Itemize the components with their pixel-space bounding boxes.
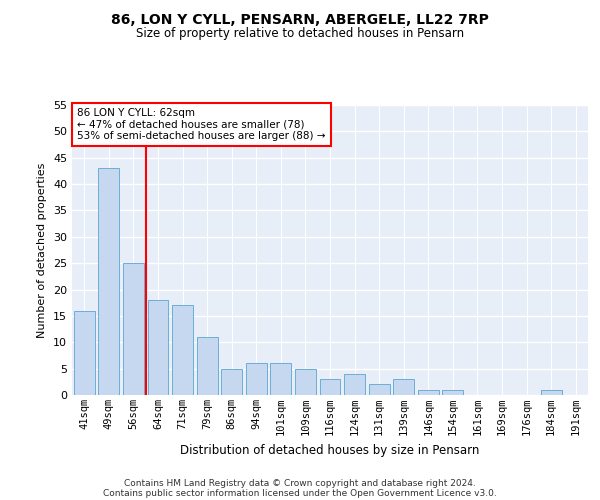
Text: Size of property relative to detached houses in Pensarn: Size of property relative to detached ho…: [136, 28, 464, 40]
X-axis label: Distribution of detached houses by size in Pensarn: Distribution of detached houses by size …: [181, 444, 479, 456]
Bar: [344, 374, 365, 395]
Bar: [320, 379, 340, 395]
Bar: [123, 263, 144, 395]
Bar: [418, 390, 439, 395]
Bar: [148, 300, 169, 395]
Bar: [368, 384, 389, 395]
Text: Contains public sector information licensed under the Open Government Licence v3: Contains public sector information licen…: [103, 488, 497, 498]
Bar: [197, 337, 218, 395]
Bar: [74, 310, 95, 395]
Y-axis label: Number of detached properties: Number of detached properties: [37, 162, 47, 338]
Bar: [246, 364, 267, 395]
Bar: [541, 390, 562, 395]
Text: Contains HM Land Registry data © Crown copyright and database right 2024.: Contains HM Land Registry data © Crown c…: [124, 478, 476, 488]
Bar: [98, 168, 119, 395]
Bar: [442, 390, 463, 395]
Bar: [393, 379, 414, 395]
Bar: [172, 306, 193, 395]
Bar: [295, 368, 316, 395]
Bar: [221, 368, 242, 395]
Bar: [271, 364, 292, 395]
Text: 86, LON Y CYLL, PENSARN, ABERGELE, LL22 7RP: 86, LON Y CYLL, PENSARN, ABERGELE, LL22 …: [111, 12, 489, 26]
Text: 86 LON Y CYLL: 62sqm
← 47% of detached houses are smaller (78)
53% of semi-detac: 86 LON Y CYLL: 62sqm ← 47% of detached h…: [77, 108, 326, 141]
